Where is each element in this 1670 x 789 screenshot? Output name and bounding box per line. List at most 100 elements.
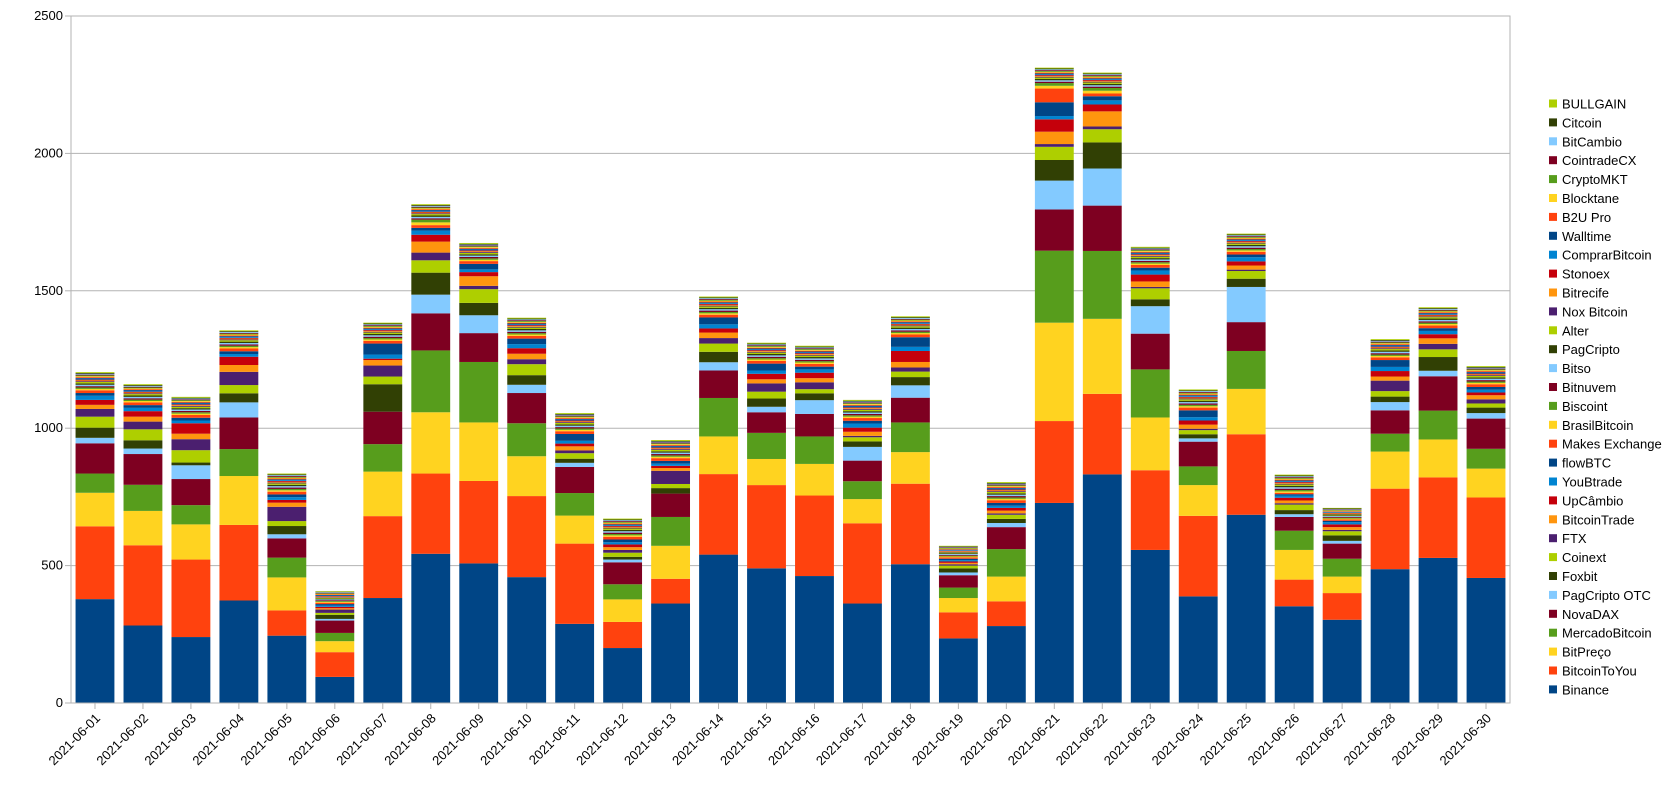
bar-segment	[747, 356, 786, 359]
bar-segment	[1034, 119, 1074, 132]
bar-segment	[315, 609, 355, 613]
x-tick-label: 2021-06-30	[1437, 711, 1495, 769]
bar-segment	[795, 347, 834, 349]
bar-segment	[747, 350, 786, 351]
bar-segment	[1274, 485, 1314, 488]
bar-segment	[795, 349, 834, 351]
bar-segment	[843, 404, 882, 406]
bar-segment	[315, 595, 355, 597]
bar-segment	[843, 603, 882, 703]
legend-swatch	[1549, 458, 1557, 467]
bar-segment	[315, 592, 355, 594]
bar-segment	[1370, 344, 1410, 345]
bar-segment	[938, 549, 978, 550]
bar-segment	[75, 375, 115, 377]
bar-segment	[1466, 368, 1506, 370]
bar-segment	[699, 343, 738, 352]
bar-segment	[1178, 391, 1218, 392]
bar-segment	[1130, 306, 1170, 334]
bar-segment	[986, 491, 1026, 492]
bar-segment	[507, 348, 547, 354]
bar-segment	[171, 404, 211, 406]
bar-segment	[123, 392, 163, 394]
bar-segment	[938, 548, 978, 549]
bar-segment	[651, 516, 691, 546]
bar-segment	[699, 324, 738, 329]
bar-segment	[986, 505, 1026, 508]
legend-item: BULLGAIN	[1549, 97, 1626, 112]
bar-segment	[651, 488, 691, 494]
bar-segment	[123, 402, 163, 406]
bar-segment	[843, 405, 882, 407]
bar-segment	[938, 554, 978, 555]
bar-segment	[219, 417, 259, 450]
bar-segment	[507, 335, 547, 339]
bar-segment	[747, 346, 786, 348]
bar-segment	[747, 458, 786, 486]
bar-segment	[938, 551, 978, 553]
bar-segment	[459, 333, 499, 362]
bar-segment	[555, 413, 595, 415]
bar-segment	[699, 332, 738, 339]
bar-segment	[699, 298, 738, 300]
bar-segment	[986, 513, 1026, 515]
bar-segment	[603, 648, 643, 703]
bar-segment	[1322, 535, 1362, 541]
bar-segment	[1034, 71, 1074, 73]
bar-segment	[1274, 474, 1314, 476]
bar-segment	[267, 476, 307, 478]
bar-segment	[1370, 353, 1410, 355]
bar-segment	[1226, 286, 1266, 323]
bar-segment	[1082, 80, 1122, 82]
bar-segment	[1034, 502, 1074, 703]
bar-segment	[1178, 466, 1218, 486]
bar-segment	[459, 254, 499, 256]
bar-segment	[315, 632, 355, 642]
bar-segment	[267, 494, 307, 498]
bar-segment	[1082, 79, 1122, 81]
bar-segment	[890, 385, 930, 398]
bar-segment	[651, 468, 691, 471]
bar-segment	[219, 348, 259, 352]
bar-segment	[986, 510, 1026, 514]
bar-segment	[890, 334, 930, 338]
bar-segment	[938, 612, 978, 639]
bar-segment	[843, 402, 882, 404]
bar-segment	[651, 483, 691, 489]
bar-segment	[219, 393, 259, 403]
bar-segment	[843, 406, 882, 408]
legend-item: PagCripto OTC	[1549, 588, 1651, 603]
bar-segment	[123, 384, 163, 386]
bar-segment	[171, 450, 211, 463]
bar-segment	[938, 548, 978, 550]
bar-segment	[1466, 399, 1506, 404]
bar-segment	[219, 364, 259, 372]
bar-segment	[1466, 497, 1506, 578]
bar-segment	[507, 321, 547, 322]
bar-segment	[1322, 513, 1362, 515]
bar-segment	[507, 330, 547, 332]
bar-segment	[75, 526, 115, 600]
bar-segment	[890, 333, 930, 335]
bar-segment	[1226, 322, 1266, 351]
bar-segment	[986, 518, 1026, 524]
bar-segment	[1466, 377, 1506, 379]
bar-segment	[699, 303, 738, 304]
legend-swatch	[1549, 137, 1557, 146]
bar-segment	[171, 462, 211, 466]
bar-segment	[1226, 239, 1266, 241]
bar-segment	[1034, 85, 1074, 89]
bar-segment	[1034, 322, 1074, 422]
bar-segment	[219, 371, 259, 386]
bar-segment	[603, 542, 643, 545]
bar-segment	[555, 515, 595, 544]
bar-segment	[363, 516, 403, 599]
bar-segment	[1130, 253, 1170, 255]
bar-segment	[651, 458, 691, 461]
bar-segment	[1418, 316, 1458, 318]
bar-segment	[1466, 382, 1506, 385]
legend-item: Foxbit	[1549, 569, 1598, 584]
bar-segment	[1226, 241, 1266, 243]
legend: BULLGAIN Citcoin BitCambio CointradeCX Crypt…	[1549, 97, 1662, 697]
bar-segment	[171, 637, 211, 703]
